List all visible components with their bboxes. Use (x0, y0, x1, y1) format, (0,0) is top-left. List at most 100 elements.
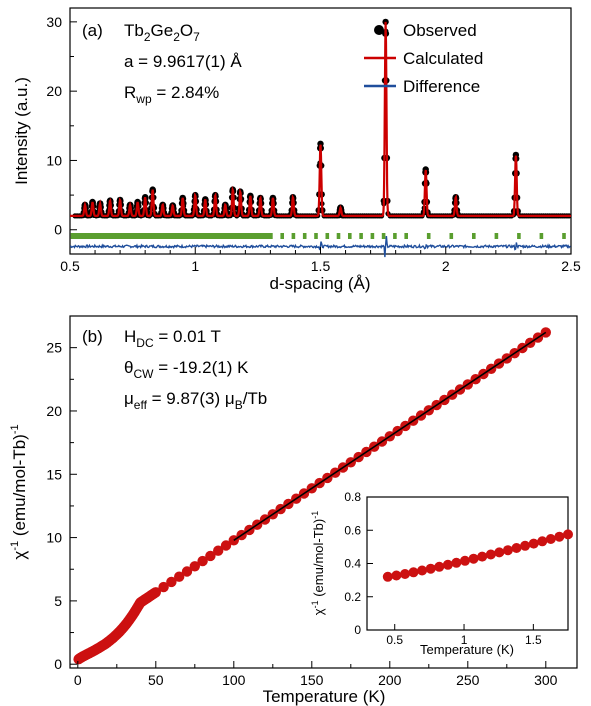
bragg-mark (121, 233, 126, 239)
bragg-mark (291, 233, 296, 239)
fit-line (233, 331, 547, 541)
panel-a-y-ticks: 0 10 20 30 (46, 14, 77, 238)
bragg-mark (370, 233, 375, 239)
bragg-mark (127, 233, 132, 239)
bragg-mark (163, 233, 168, 239)
bragg-mark (263, 233, 267, 239)
bragg-marks (70, 233, 566, 239)
x-tick-label: 250 (456, 672, 480, 688)
inset-point (391, 570, 402, 581)
bragg-mark (472, 233, 476, 239)
bragg-mark (266, 233, 270, 239)
inset-point (425, 563, 436, 574)
panel-b-x-label: Temperature (K) (263, 687, 386, 706)
panel-a-x-label: d-spacing (Å) (269, 274, 370, 293)
bragg-mark (404, 233, 408, 239)
bragg-mark (187, 233, 192, 239)
inset-point (545, 534, 556, 544)
bragg-mark (178, 233, 183, 239)
bragg-mark (197, 233, 201, 239)
bragg-mark (449, 233, 454, 239)
panel-a-y-label: Intensity (a.u.) (12, 77, 31, 185)
bragg-mark (94, 233, 99, 239)
inset-points (382, 529, 573, 582)
inset-y-tick-label: 0.8 (344, 490, 361, 504)
bragg-mark (251, 233, 255, 239)
bragg-mark (539, 233, 544, 239)
bragg-mark (257, 233, 261, 239)
bragg-mark (130, 233, 135, 239)
y-tick-label: 30 (46, 14, 62, 30)
inset-y-tick-label: 0.6 (344, 523, 361, 537)
inset-plot: 0.5 1 1.5 0 0.2 0.4 0.6 0.8 Temperature (K) χ-… (310, 490, 573, 657)
bragg-mark (190, 233, 195, 239)
panel-a-x-ticks: 0.5 1 1.5 2 2.5 (60, 247, 581, 274)
bragg-mark (221, 233, 225, 239)
curie-weiss-temperature: θCW = -19.2(1) K (124, 358, 249, 381)
bragg-mark (260, 233, 264, 239)
x-tick-label: 0 (74, 672, 82, 688)
bragg-mark (151, 233, 156, 239)
y-tick-label: 10 (46, 152, 62, 168)
bragg-mark (562, 233, 566, 239)
y-tick-label: 0 (54, 222, 62, 238)
bragg-mark (82, 233, 87, 239)
bragg-mark (154, 233, 159, 239)
chi-inverse-point (213, 545, 224, 556)
bragg-mark (269, 233, 273, 239)
curie-weiss-fit-line (233, 331, 547, 541)
bragg-mark (218, 233, 222, 239)
y-tick-label: 5 (54, 593, 62, 609)
bragg-mark (70, 233, 75, 239)
inset-x-tick-label: 1 (461, 633, 468, 647)
bragg-mark (136, 233, 141, 239)
inset-point (477, 551, 488, 562)
panel-b-y-label: χ-1 (emu/mol-Tb)-1 (9, 424, 29, 559)
inset-x-ticks: 0.5 1 1.5 (386, 624, 542, 647)
inset-point (563, 529, 573, 540)
inset-y-tick-label: 0.4 (344, 557, 361, 571)
bragg-mark (88, 233, 93, 239)
panel-b-frame (69, 315, 578, 669)
field-value: HDC = 0.01 T (124, 327, 221, 350)
inset-point (494, 547, 505, 558)
bragg-mark (145, 233, 150, 239)
inset-x-label: Temperature (K) (420, 642, 514, 657)
y-tick-label: 20 (46, 83, 62, 99)
bragg-mark (242, 233, 246, 239)
bragg-mark (426, 233, 431, 239)
inset-point (408, 567, 419, 578)
bragg-mark (254, 233, 258, 239)
inset-point (451, 557, 462, 568)
inset-point (537, 536, 548, 547)
bragg-mark (348, 233, 352, 239)
effective-moment: μeff = 9.87(3) μB/Tb (124, 389, 267, 412)
bragg-mark (209, 233, 213, 239)
inset-point (417, 565, 428, 576)
legend-difference-label: Difference (403, 77, 480, 96)
inset-point (382, 571, 393, 582)
bragg-mark (124, 233, 129, 239)
y-tick-label: 10 (46, 530, 62, 546)
x-tick-label: 200 (378, 672, 402, 688)
x-tick-label: 150 (300, 672, 324, 688)
bragg-mark (280, 233, 284, 239)
inset-point (528, 538, 539, 549)
bragg-mark (112, 233, 117, 239)
chi-inverse-point (174, 571, 185, 582)
bragg-mark (236, 233, 240, 239)
bragg-mark (73, 233, 78, 239)
inset-point (502, 545, 513, 556)
bragg-mark (79, 233, 84, 239)
bragg-mark (172, 233, 177, 239)
inset-point (554, 531, 565, 542)
legend: Observed Calculated Difference (364, 21, 483, 96)
bragg-mark (100, 233, 105, 239)
bragg-mark (517, 233, 521, 239)
chi-inverse-point (166, 576, 177, 588)
bragg-mark (224, 233, 228, 239)
calculated-curve (70, 21, 571, 217)
y-tick-label: 20 (46, 403, 62, 419)
